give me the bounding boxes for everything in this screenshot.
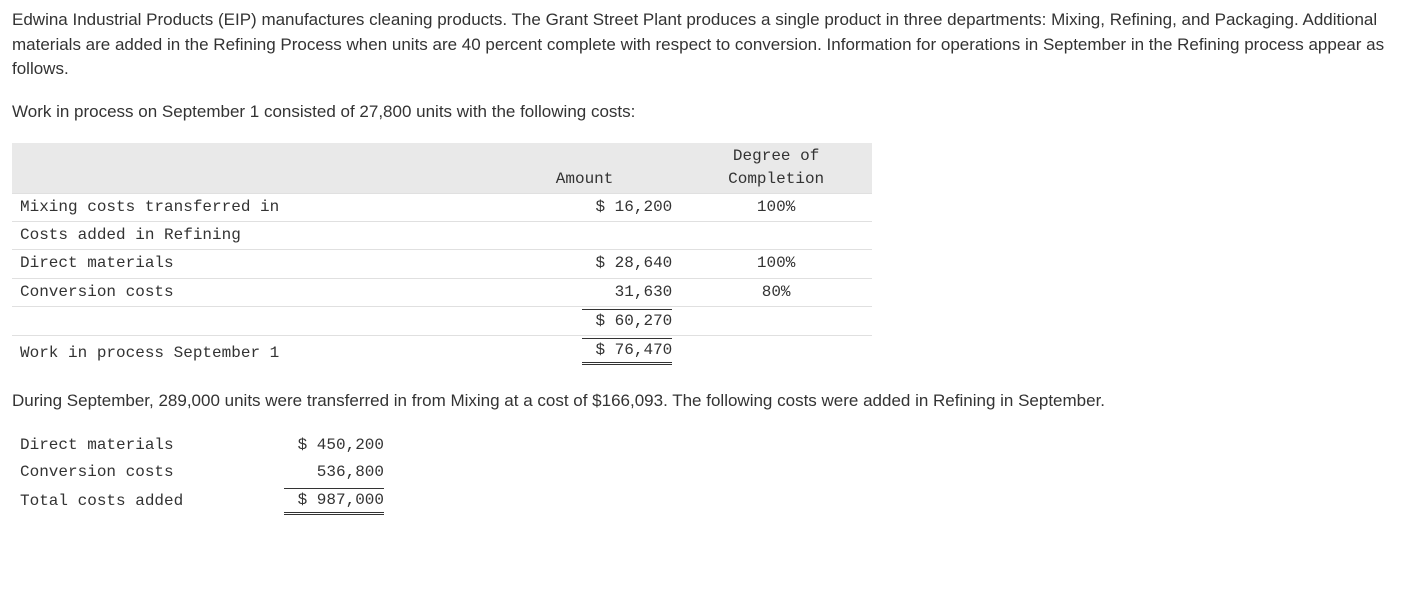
subtotal-amount: $ 60,270 [582,309,672,333]
dm-degree: 100% [680,250,872,278]
paragraph-wip-intro: Work in process on September 1 consisted… [12,100,1415,125]
mixing-degree: 100% [680,193,872,221]
wip-costs-table: Amount Degree of Completion Mixing costs… [12,143,872,368]
dm-amount: $ 28,640 [489,250,680,278]
costs-added-table: Direct materials $ 450,200 Conversion co… [12,432,412,518]
degree-line1: Degree of [733,147,819,165]
mixing-amount: $ 16,200 [489,193,680,221]
col-header-degree: Degree of Completion [680,143,872,194]
table-row: $ 60,270 [12,306,872,335]
table-row: Conversion costs 536,800 [12,459,412,486]
cc-degree: 80% [680,278,872,306]
cc-label: Conversion costs [12,278,489,306]
cc2-label: Conversion costs [12,459,239,486]
dm2-amount: $ 450,200 [239,432,412,459]
cc2-amount: 536,800 [239,459,412,486]
table-header-row: Amount Degree of Completion [12,143,872,194]
table-row: Conversion costs 31,630 80% [12,278,872,306]
dm-label: Direct materials [12,250,489,278]
table-row: Mixing costs transferred in $ 16,200 100… [12,193,872,221]
table-row: Direct materials $ 450,200 [12,432,412,459]
wip-amount: $ 76,470 [582,338,672,365]
table-row: Total costs added $ 987,000 [12,486,412,517]
total2-label: Total costs added [12,486,239,517]
col-header-amount: Amount [489,143,680,194]
table-row: Costs added in Refining [12,222,872,250]
table-row: Direct materials $ 28,640 100% [12,250,872,278]
wip-label: Work in process September 1 [12,335,489,367]
paragraph-intro: Edwina Industrial Products (EIP) manufac… [12,8,1415,82]
dm2-label: Direct materials [12,432,239,459]
mixing-label: Mixing costs transferred in [12,193,489,221]
total2-amount: $ 987,000 [284,488,384,515]
costs-added-label: Costs added in Refining [12,222,489,250]
paragraph-transferred: During September, 289,000 units were tra… [12,389,1415,414]
degree-line2: Completion [728,170,824,188]
cc-amount: 31,630 [489,278,680,306]
table-row: Work in process September 1 $ 76,470 [12,335,872,367]
